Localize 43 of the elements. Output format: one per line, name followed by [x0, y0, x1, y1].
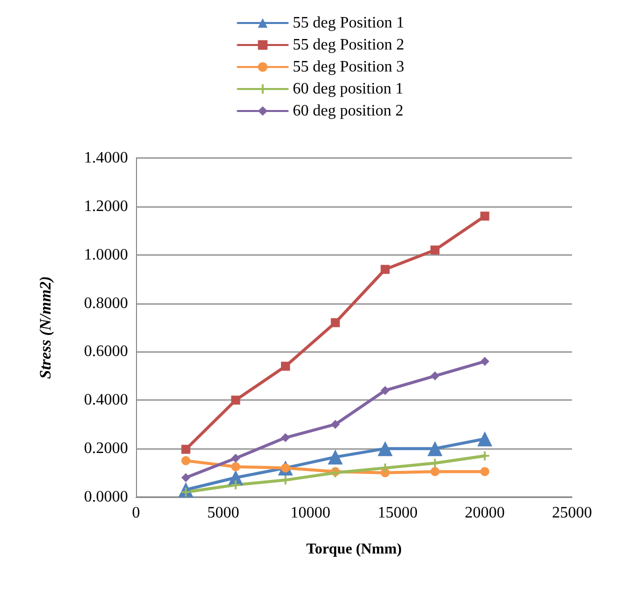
point: [480, 212, 490, 221]
y-tick-label: 0.6000: [84, 343, 128, 360]
point: [231, 462, 240, 472]
legend-label: 55 deg Position 2: [292, 36, 404, 54]
point: [231, 396, 240, 405]
legend-label: 55 deg Position 3: [292, 58, 404, 76]
point: [330, 318, 340, 328]
x-tick-label: 10000: [290, 504, 330, 522]
point: [181, 473, 190, 482]
y-tick-label: 0.4000: [84, 392, 128, 409]
point: [181, 456, 190, 466]
point: [430, 371, 440, 380]
point: [231, 454, 240, 463]
point: [380, 264, 390, 274]
y-axis-title: Stress (N/mm2): [38, 276, 54, 379]
y-tick-label: 0.2000: [84, 440, 128, 458]
point: [430, 467, 440, 476]
y-tick-label: 1.4000: [84, 150, 128, 166]
point: [378, 441, 393, 456]
legend-label: 60 deg position 2: [292, 102, 404, 120]
legend-label: 60 deg position 1: [292, 80, 404, 98]
x-tick-label: 20000: [464, 504, 505, 522]
x-tick-label: 25000: [552, 504, 592, 522]
point: [280, 433, 290, 442]
y-tick-label: 0.0000: [84, 488, 128, 506]
point: [330, 420, 340, 429]
point: [480, 356, 490, 366]
point: [380, 386, 390, 395]
point: [181, 444, 190, 454]
x-tick-label: 5000: [207, 504, 240, 522]
point: [480, 467, 490, 476]
point: [427, 441, 442, 456]
legend-label: 55 deg Position 1: [292, 14, 404, 32]
y-tick-label: 0.8000: [84, 294, 128, 312]
x-tick-label: 0: [132, 504, 140, 522]
point: [328, 450, 343, 465]
point: [280, 362, 290, 371]
x-axis-title: Torque (Nmm): [306, 542, 402, 558]
x-tick-label: 15000: [378, 504, 418, 522]
point: [430, 246, 440, 255]
y-tick-label: 1.2000: [84, 198, 128, 215]
point: [477, 431, 492, 446]
y-tick-label: 1.0000: [84, 246, 128, 264]
